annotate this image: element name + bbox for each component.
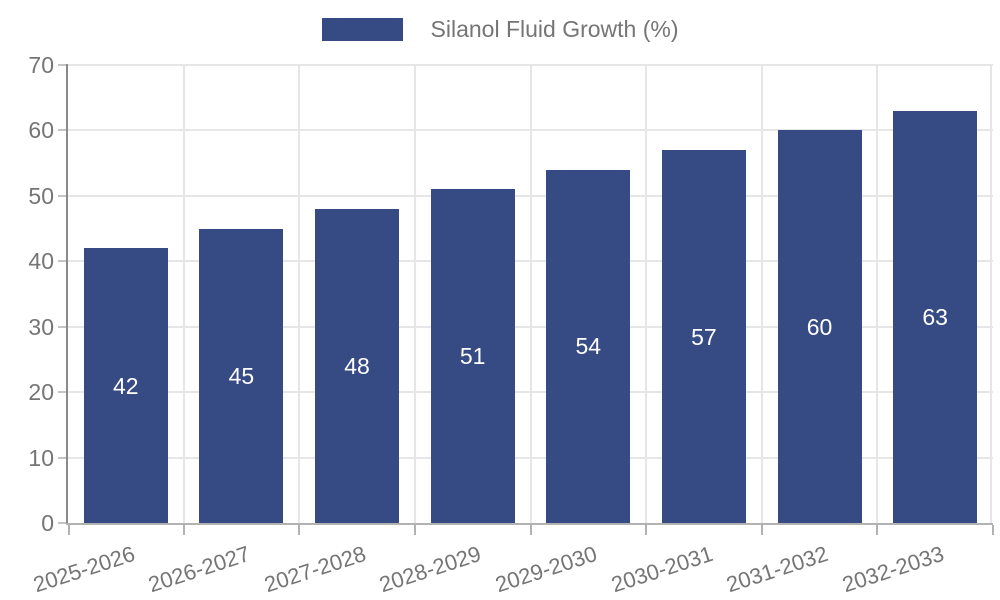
x-tick-mark xyxy=(992,525,994,535)
bar xyxy=(430,189,515,523)
bar-value-label: 45 xyxy=(228,362,255,389)
legend-label: Silanol Fluid Growth (%) xyxy=(430,16,679,42)
y-tick-mark xyxy=(58,64,66,66)
bar-value-label: 60 xyxy=(806,313,833,340)
plot-area: 0 10 20 30 40 50 60 70 42 2025-2026 45 2026-2027 48 2… xyxy=(28,52,994,597)
y-axis-tick-label: 50 xyxy=(28,182,54,209)
x-tick-mark xyxy=(876,525,879,535)
x-gridline xyxy=(529,65,532,523)
y-axis-tick-label: 60 xyxy=(28,117,54,144)
x-gridline xyxy=(413,65,416,523)
bar xyxy=(315,208,400,523)
y-tick-mark xyxy=(58,325,66,328)
x-gridline xyxy=(876,65,879,523)
bar xyxy=(546,169,631,523)
bar xyxy=(83,248,168,523)
x-axis-line xyxy=(66,523,993,525)
y-axis-tick-label: 20 xyxy=(28,379,54,406)
y-tick-mark xyxy=(58,129,66,132)
x-gridline xyxy=(645,65,648,523)
bar-value-label: 57 xyxy=(691,323,717,350)
x-tick-mark xyxy=(529,525,532,535)
x-tick-mark xyxy=(182,525,185,535)
x-gridline xyxy=(182,65,185,523)
legend-swatch-icon xyxy=(321,17,403,41)
y-tick-mark xyxy=(58,456,66,459)
y-tick-mark xyxy=(58,194,66,197)
bar xyxy=(777,130,862,523)
x-axis-tick-label: 2027-2028 xyxy=(260,541,369,598)
y-axis-tick-label: 40 xyxy=(28,248,54,275)
y-axis-tick-label: 30 xyxy=(28,313,54,340)
bar-value-label: 51 xyxy=(459,343,486,370)
y-axis-tick-label: 70 xyxy=(28,52,54,78)
bar-value-label: 42 xyxy=(113,372,139,399)
x-axis-tick-label: 2028-2029 xyxy=(376,541,485,598)
x-tick-mark xyxy=(68,525,70,535)
x-gridline xyxy=(990,65,992,523)
y-tick-mark xyxy=(58,522,66,524)
y-axis-tick-label: 0 xyxy=(41,510,54,536)
bar xyxy=(661,150,746,523)
bar-value-label: 63 xyxy=(922,303,948,330)
x-tick-mark xyxy=(760,525,763,535)
x-axis-tick-label: 2025-2026 xyxy=(29,541,138,598)
x-tick-mark xyxy=(298,525,301,535)
y-axis-tick-label: 10 xyxy=(28,444,54,471)
x-axis-tick-label: 2031-2032 xyxy=(723,541,832,598)
x-gridline xyxy=(298,65,301,523)
bar-value-label: 54 xyxy=(575,333,602,360)
bar xyxy=(893,110,978,523)
y-tick-mark xyxy=(58,260,66,263)
x-axis-tick-label: 2030-2031 xyxy=(607,541,716,598)
x-gridline xyxy=(760,65,763,523)
y-tick-mark xyxy=(58,391,66,394)
legend[interactable]: Silanol Fluid Growth (%) xyxy=(0,15,1000,43)
x-axis-tick-label: 2026-2027 xyxy=(145,541,254,598)
x-axis-tick-label: 2029-2030 xyxy=(492,541,601,598)
bar-value-label: 48 xyxy=(344,352,370,379)
y-axis-line xyxy=(66,64,68,523)
x-tick-mark xyxy=(645,525,648,535)
bar xyxy=(199,228,284,523)
x-tick-mark xyxy=(413,525,416,535)
x-axis-tick-label: 2032-2033 xyxy=(839,541,947,598)
